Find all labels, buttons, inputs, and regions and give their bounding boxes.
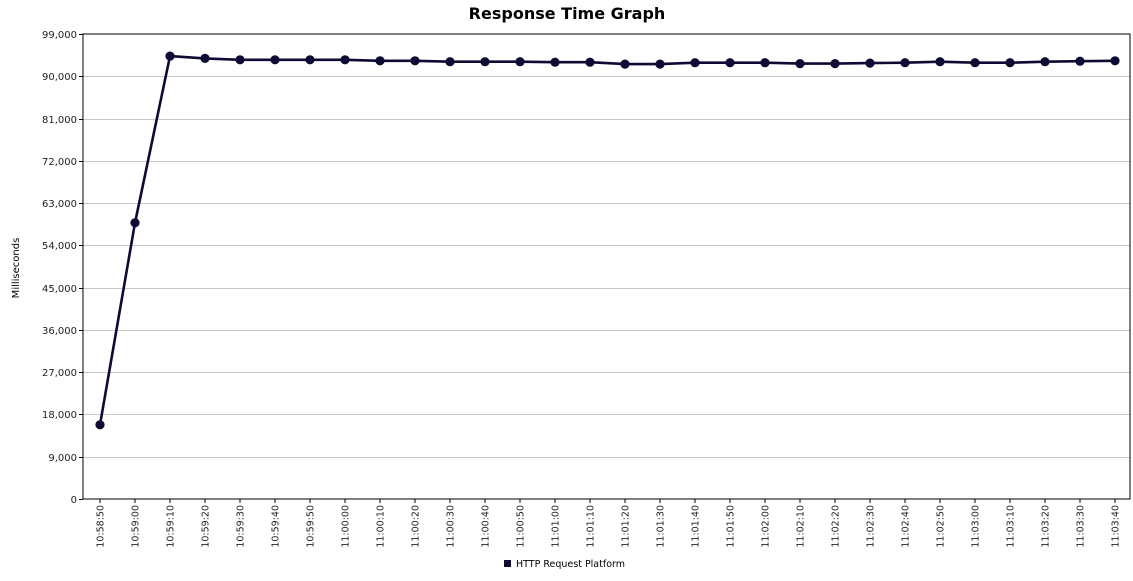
data-point [515, 57, 525, 67]
x-tick-label: 11:00:10 [376, 505, 387, 548]
data-point [165, 51, 175, 61]
x-tick-label: 11:00:30 [446, 505, 457, 548]
x-tick-label: 11:01:50 [726, 505, 737, 548]
data-point [690, 58, 700, 68]
chart-title: Response Time Graph [469, 4, 666, 23]
legend-label: HTTP Request Platform [516, 559, 625, 570]
x-tick-label: 11:02:50 [936, 505, 947, 548]
x-tick-label: 11:00:00 [341, 505, 352, 548]
data-point [795, 59, 805, 69]
data-point [900, 58, 910, 68]
data-point [1005, 58, 1015, 68]
data-point [970, 58, 980, 68]
data-point [130, 218, 140, 228]
y-tick-label: 54,000 [42, 241, 77, 252]
data-point [375, 56, 385, 66]
data-point [585, 57, 595, 67]
x-tick-label: 11:00:20 [411, 505, 422, 548]
data-point [270, 55, 280, 65]
y-tick-label: 18,000 [42, 410, 77, 421]
data-point [655, 59, 665, 69]
data-point [935, 57, 945, 67]
x-tick-label: 11:01:00 [551, 505, 562, 548]
x-tick-label: 10:59:30 [236, 505, 247, 548]
x-tick-label: 11:03:00 [971, 505, 982, 548]
y-tick-label: 45,000 [42, 284, 77, 295]
x-tick-label: 11:02:40 [901, 505, 912, 548]
x-tick-label: 11:02:30 [866, 505, 877, 548]
data-point [445, 57, 455, 67]
x-tick-label: 11:03:30 [1076, 505, 1087, 548]
x-tick-label: 11:02:20 [831, 505, 842, 548]
data-point [760, 58, 770, 68]
x-tick-label: 11:03:10 [1006, 505, 1017, 548]
x-tick-label: 10:59:10 [166, 505, 177, 548]
x-tick-label: 10:59:50 [306, 505, 317, 548]
y-tick-label: 90,000 [42, 72, 77, 83]
y-axis-ticks: 0 9,000 18,000 27,000 36,000 45,000 54,000 63,0… [42, 30, 83, 506]
x-tick-label: 11:03:40 [1111, 505, 1122, 548]
x-tick-label: 11:02:10 [796, 505, 807, 548]
y-tick-label: 81,000 [42, 115, 77, 126]
data-point [550, 57, 560, 67]
series-layer [95, 51, 1120, 430]
x-tick-label: 11:03:20 [1041, 505, 1052, 548]
y-tick-label: 72,000 [42, 157, 77, 168]
data-point [340, 55, 350, 65]
y-tick-label: 0 [71, 495, 77, 506]
x-tick-label: 10:59:40 [271, 505, 282, 548]
legend-swatch [504, 560, 511, 567]
x-tick-label: 11:01:40 [691, 505, 702, 548]
x-tick-label: 11:00:40 [481, 505, 492, 548]
y-tick-label: 99,000 [42, 30, 77, 41]
plot-area-frame [82, 33, 1131, 500]
legend: HTTP Request Platform [504, 559, 625, 570]
x-tick-label: 11:00:50 [516, 505, 527, 548]
data-point [95, 420, 105, 430]
data-point [305, 55, 315, 65]
data-point [235, 55, 245, 65]
y-tick-label: 27,000 [42, 368, 77, 379]
x-tick-label: 11:02:00 [761, 505, 772, 548]
data-point [1075, 56, 1085, 66]
x-tick-label: 11:01:20 [621, 505, 632, 548]
x-tick-label: 10:58:50 [96, 505, 107, 548]
x-tick-label: 11:01:10 [586, 505, 597, 548]
x-axis-ticks: 10:58:50 10:59:00 10:59:10 10:59:20 10:59:30… [96, 499, 1122, 548]
gridlines [83, 76, 1130, 458]
data-point [830, 59, 840, 69]
data-point [480, 57, 490, 67]
data-point [200, 53, 210, 64]
y-axis-label: Milliseconds [11, 238, 22, 299]
series-line [98, 54, 1116, 426]
data-point [620, 59, 630, 69]
x-tick-label: 10:59:20 [201, 505, 212, 548]
y-tick-label: 36,000 [42, 326, 77, 337]
x-tick-label: 10:59:00 [131, 505, 142, 548]
data-point [865, 58, 875, 68]
data-point [410, 56, 420, 66]
x-tick-label: 11:01:30 [656, 505, 667, 548]
y-tick-label: 9,000 [48, 453, 77, 464]
y-tick-label: 63,000 [42, 199, 77, 210]
data-point [1040, 57, 1050, 67]
data-point [1110, 56, 1120, 66]
data-point [725, 58, 735, 68]
